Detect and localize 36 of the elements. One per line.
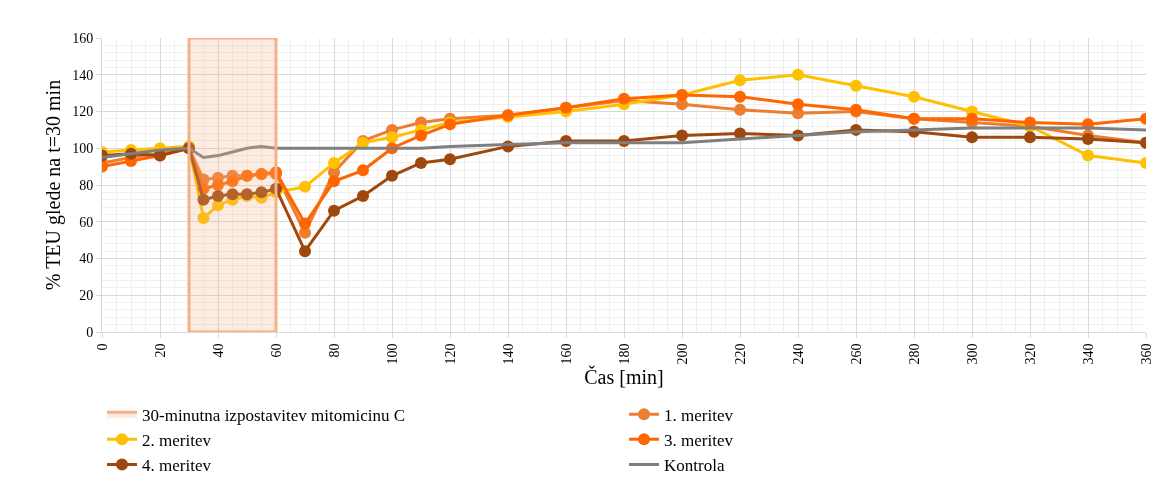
y-tick-label: 60 <box>79 214 94 230</box>
x-tick-label: 100 <box>384 343 400 365</box>
y-tick-label: 40 <box>79 251 94 267</box>
x-tick-label: 40 <box>210 343 226 358</box>
y-tick-label: 0 <box>86 324 94 340</box>
x-axis-title: Čas [min] <box>584 364 664 388</box>
y-tick-label: 120 <box>72 104 94 120</box>
x-tick-label: 300 <box>964 343 980 365</box>
x-tick-label: 280 <box>906 343 922 365</box>
legend-label: 4. meritev <box>142 456 212 476</box>
legend-label: 30-minutna izpostavitev mitomicinu C <box>142 405 405 425</box>
x-tick-label: 160 <box>558 343 574 365</box>
x-tick-label: 20 <box>152 343 168 358</box>
y-tick-label: 100 <box>72 141 94 157</box>
x-tick-label: 140 <box>500 343 516 365</box>
x-tick-label: 260 <box>848 343 864 365</box>
legend-label: 3. meritev <box>664 430 734 450</box>
x-tick-label: 200 <box>674 343 690 365</box>
x-tick-label: 120 <box>442 343 458 365</box>
y-tick-label: 80 <box>79 177 94 193</box>
legend-label: 1. meritev <box>664 405 734 425</box>
x-tick-label: 220 <box>732 343 748 365</box>
y-axis-title: % TEU glede na t=30 min <box>41 79 65 291</box>
x-tick-label: 240 <box>790 343 806 365</box>
legend-label: 2. meritev <box>142 430 212 450</box>
y-tick-label: 140 <box>72 67 94 83</box>
y-tick-label: 160 <box>72 30 94 46</box>
legend-label: Kontrola <box>664 456 725 476</box>
x-tick-label: 360 <box>1138 343 1154 365</box>
x-tick-label: 180 <box>616 343 632 365</box>
x-tick-label: 60 <box>268 343 284 358</box>
x-tick-label: 0 <box>94 343 110 351</box>
x-tick-label: 320 <box>1022 343 1038 365</box>
y-tick-label: 20 <box>79 288 94 304</box>
x-tick-label: 80 <box>326 343 342 358</box>
x-tick-label: 340 <box>1080 343 1096 365</box>
